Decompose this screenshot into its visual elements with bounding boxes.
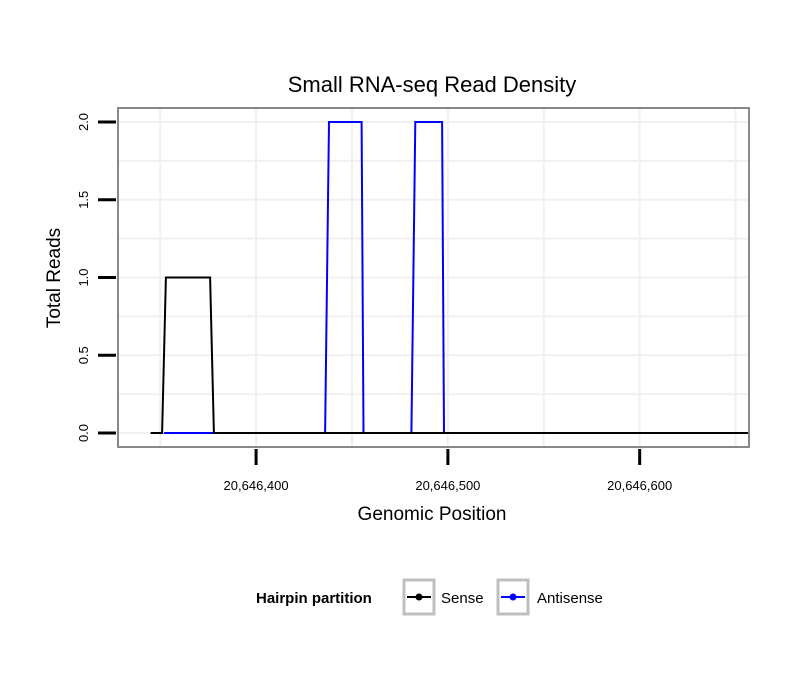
series-line-sense — [150, 276, 749, 434]
y-tick-label-1: 0.5 — [76, 346, 91, 364]
legend-label-sense: Sense — [441, 590, 484, 607]
x-tick-label-1: 20,646,500 — [415, 478, 480, 493]
legend-item-sense: Sense — [402, 578, 484, 616]
legend: Hairpin partition Sense Antisense — [256, 578, 603, 616]
x-tick-label-2: 20,646,600 — [607, 478, 672, 493]
x-axis-label: Genomic Position — [358, 504, 507, 525]
legend-title: Hairpin partition — [256, 590, 372, 607]
x-tick-label-0: 20,646,400 — [224, 478, 289, 493]
plot-panel-border — [117, 107, 750, 448]
y-tick-label-4: 2.0 — [76, 113, 91, 131]
series-layer — [150, 121, 749, 434]
grid — [118, 108, 749, 447]
y-tick-label-0: 0.0 — [76, 424, 91, 442]
series-line-antisense — [164, 121, 445, 434]
chart-title: Small RNA-seq Read Density — [288, 72, 577, 97]
y-axis-label: Total Reads — [44, 228, 65, 328]
y-axis-ticks: 0.0 0.5 1.0 1.5 2.0 — [76, 113, 116, 442]
x-axis-ticks: 20,646,400 20,646,500 20,646,600 — [224, 449, 672, 493]
y-tick-label-3: 1.5 — [76, 191, 91, 209]
y-tick-label-2: 1.0 — [76, 268, 91, 286]
legend-key-sense-dot — [415, 593, 423, 601]
legend-key-antisense-dot — [509, 593, 517, 601]
legend-item-antisense: Antisense — [496, 578, 603, 616]
legend-label-antisense: Antisense — [537, 590, 603, 607]
